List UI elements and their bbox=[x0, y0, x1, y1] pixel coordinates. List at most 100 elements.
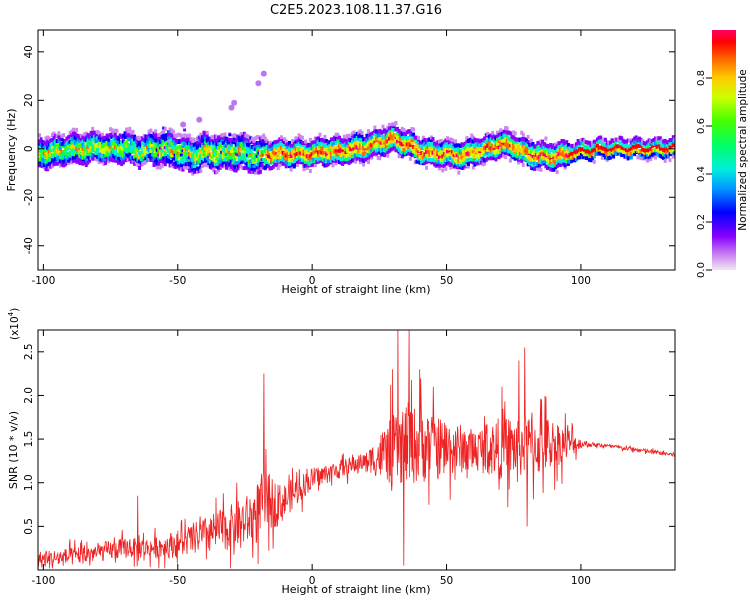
spectrogram-cell bbox=[508, 152, 512, 157]
spectrogram-cell bbox=[360, 144, 364, 149]
spectrogram-cell bbox=[299, 158, 303, 163]
snr-series-line bbox=[38, 330, 675, 569]
spectrogram-cell bbox=[549, 163, 553, 168]
spectrogram-cell bbox=[181, 137, 185, 142]
spectrogram-cell bbox=[176, 163, 180, 168]
spectrogram-cell bbox=[500, 131, 504, 136]
spectrogram-cell bbox=[283, 137, 287, 142]
spectrogram-cell bbox=[184, 155, 188, 160]
spectrogram-cell bbox=[628, 144, 632, 149]
spectrogram-cell bbox=[163, 127, 167, 131]
spectrogram-cell bbox=[328, 151, 332, 156]
spectrogram-cell bbox=[367, 135, 370, 140]
spectrogram-cell bbox=[371, 143, 375, 147]
spectrogram-cell bbox=[276, 158, 280, 163]
spectrogram-cell bbox=[471, 135, 475, 140]
spectrogram-cell bbox=[67, 155, 70, 160]
spectrogram-cell bbox=[178, 155, 182, 160]
spectrogram-cell bbox=[600, 155, 604, 160]
spectrogram-cell bbox=[267, 141, 270, 146]
spectrogram-cell bbox=[38, 148, 41, 153]
spectrogram-cell bbox=[383, 142, 387, 147]
spectrogram-cell bbox=[491, 131, 495, 135]
spectrogram-cell bbox=[191, 164, 195, 169]
spectrogram-cell bbox=[362, 162, 366, 167]
spectrogram-cell bbox=[62, 155, 66, 160]
spectrogram-cell bbox=[494, 140, 498, 145]
spectrogram-cell bbox=[181, 155, 185, 160]
spectrogram-cell bbox=[71, 144, 75, 149]
spectrogram-cell bbox=[502, 138, 506, 143]
spectrogram-cell bbox=[586, 144, 590, 149]
spectrogram-cell bbox=[49, 161, 53, 166]
spectrogram-cell bbox=[554, 142, 558, 147]
spectrogram-cell bbox=[575, 150, 578, 155]
spectrogram-cell bbox=[513, 147, 517, 152]
spectrogram-cell bbox=[358, 152, 362, 157]
spectrogram-cell bbox=[283, 142, 287, 147]
spectrogram-cell bbox=[168, 146, 172, 151]
spectrogram-cell bbox=[258, 150, 262, 155]
spectrogram-cell bbox=[300, 135, 304, 140]
spectrogram-cell bbox=[100, 158, 104, 163]
spectrogram-cell bbox=[186, 136, 190, 141]
spectrogram-cell bbox=[599, 145, 603, 150]
spectrogram-cell bbox=[75, 159, 79, 164]
spectrogram-cell bbox=[213, 158, 217, 163]
spectrogram-cell bbox=[257, 158, 261, 163]
spectrogram-cell bbox=[78, 149, 82, 154]
spectrogram-cell bbox=[278, 137, 282, 142]
y-tick-label: 0 bbox=[23, 145, 35, 152]
spectrogram-cell bbox=[192, 169, 196, 174]
spectrogram-cell bbox=[396, 135, 399, 140]
spectrogram-cell bbox=[194, 146, 198, 151]
spectrogram-cell bbox=[213, 170, 217, 175]
spectrogram-cell bbox=[573, 146, 577, 151]
spectrogram-cell bbox=[131, 134, 135, 139]
spectrogram-cell bbox=[73, 141, 77, 146]
spectrogram-cell bbox=[410, 146, 414, 151]
spectrogram-cell bbox=[389, 128, 393, 133]
spectrogram-cell bbox=[613, 142, 617, 147]
spectrogram-cell bbox=[142, 161, 146, 165]
spectrogram-cell bbox=[302, 149, 306, 154]
spectrogram-cell bbox=[57, 157, 61, 162]
spectrogram-cell bbox=[141, 149, 145, 154]
spectrogram-cell bbox=[175, 156, 179, 161]
spectrogram-cell bbox=[270, 166, 274, 170]
spectrogram-cell bbox=[179, 153, 183, 157]
spectrogram-cell bbox=[183, 154, 187, 159]
spectrogram-cell bbox=[299, 143, 303, 148]
spectrogram-cell bbox=[387, 148, 391, 153]
spectrogram-cell bbox=[649, 147, 653, 151]
spectrogram-cell bbox=[257, 145, 261, 150]
spectrogram-cell bbox=[88, 141, 91, 146]
spectrogram-cell bbox=[341, 161, 345, 166]
spectrogram-cell bbox=[644, 148, 648, 153]
spectrogram-cell bbox=[508, 145, 512, 150]
spectrogram-cell bbox=[218, 151, 222, 156]
spectrogram-cell bbox=[150, 158, 154, 162]
spectrogram-cell bbox=[263, 139, 267, 144]
spectrogram-cell bbox=[94, 139, 98, 144]
spectrogram-cell bbox=[84, 134, 88, 139]
spectrogram-cell bbox=[100, 140, 104, 145]
spectrogram-cell bbox=[67, 152, 70, 156]
spectrogram-cell bbox=[168, 154, 172, 159]
spectrogram-cell bbox=[421, 155, 425, 160]
spectrogram-cell bbox=[604, 155, 607, 160]
spectrogram-cell bbox=[268, 158, 272, 163]
spectrogram-cell bbox=[305, 154, 309, 159]
spectrogram-cell bbox=[392, 128, 396, 132]
spectrogram-cell bbox=[92, 130, 96, 135]
spectrogram-cell bbox=[500, 144, 504, 149]
spectrogram-cell bbox=[362, 141, 366, 146]
spectrogram-cell bbox=[194, 149, 198, 154]
spectrogram-cell bbox=[167, 132, 170, 137]
spectrogram-cell bbox=[376, 134, 380, 139]
spectrogram-cell bbox=[387, 136, 391, 141]
spectrogram-cell bbox=[604, 142, 607, 147]
spectrogram-cell bbox=[644, 141, 648, 146]
